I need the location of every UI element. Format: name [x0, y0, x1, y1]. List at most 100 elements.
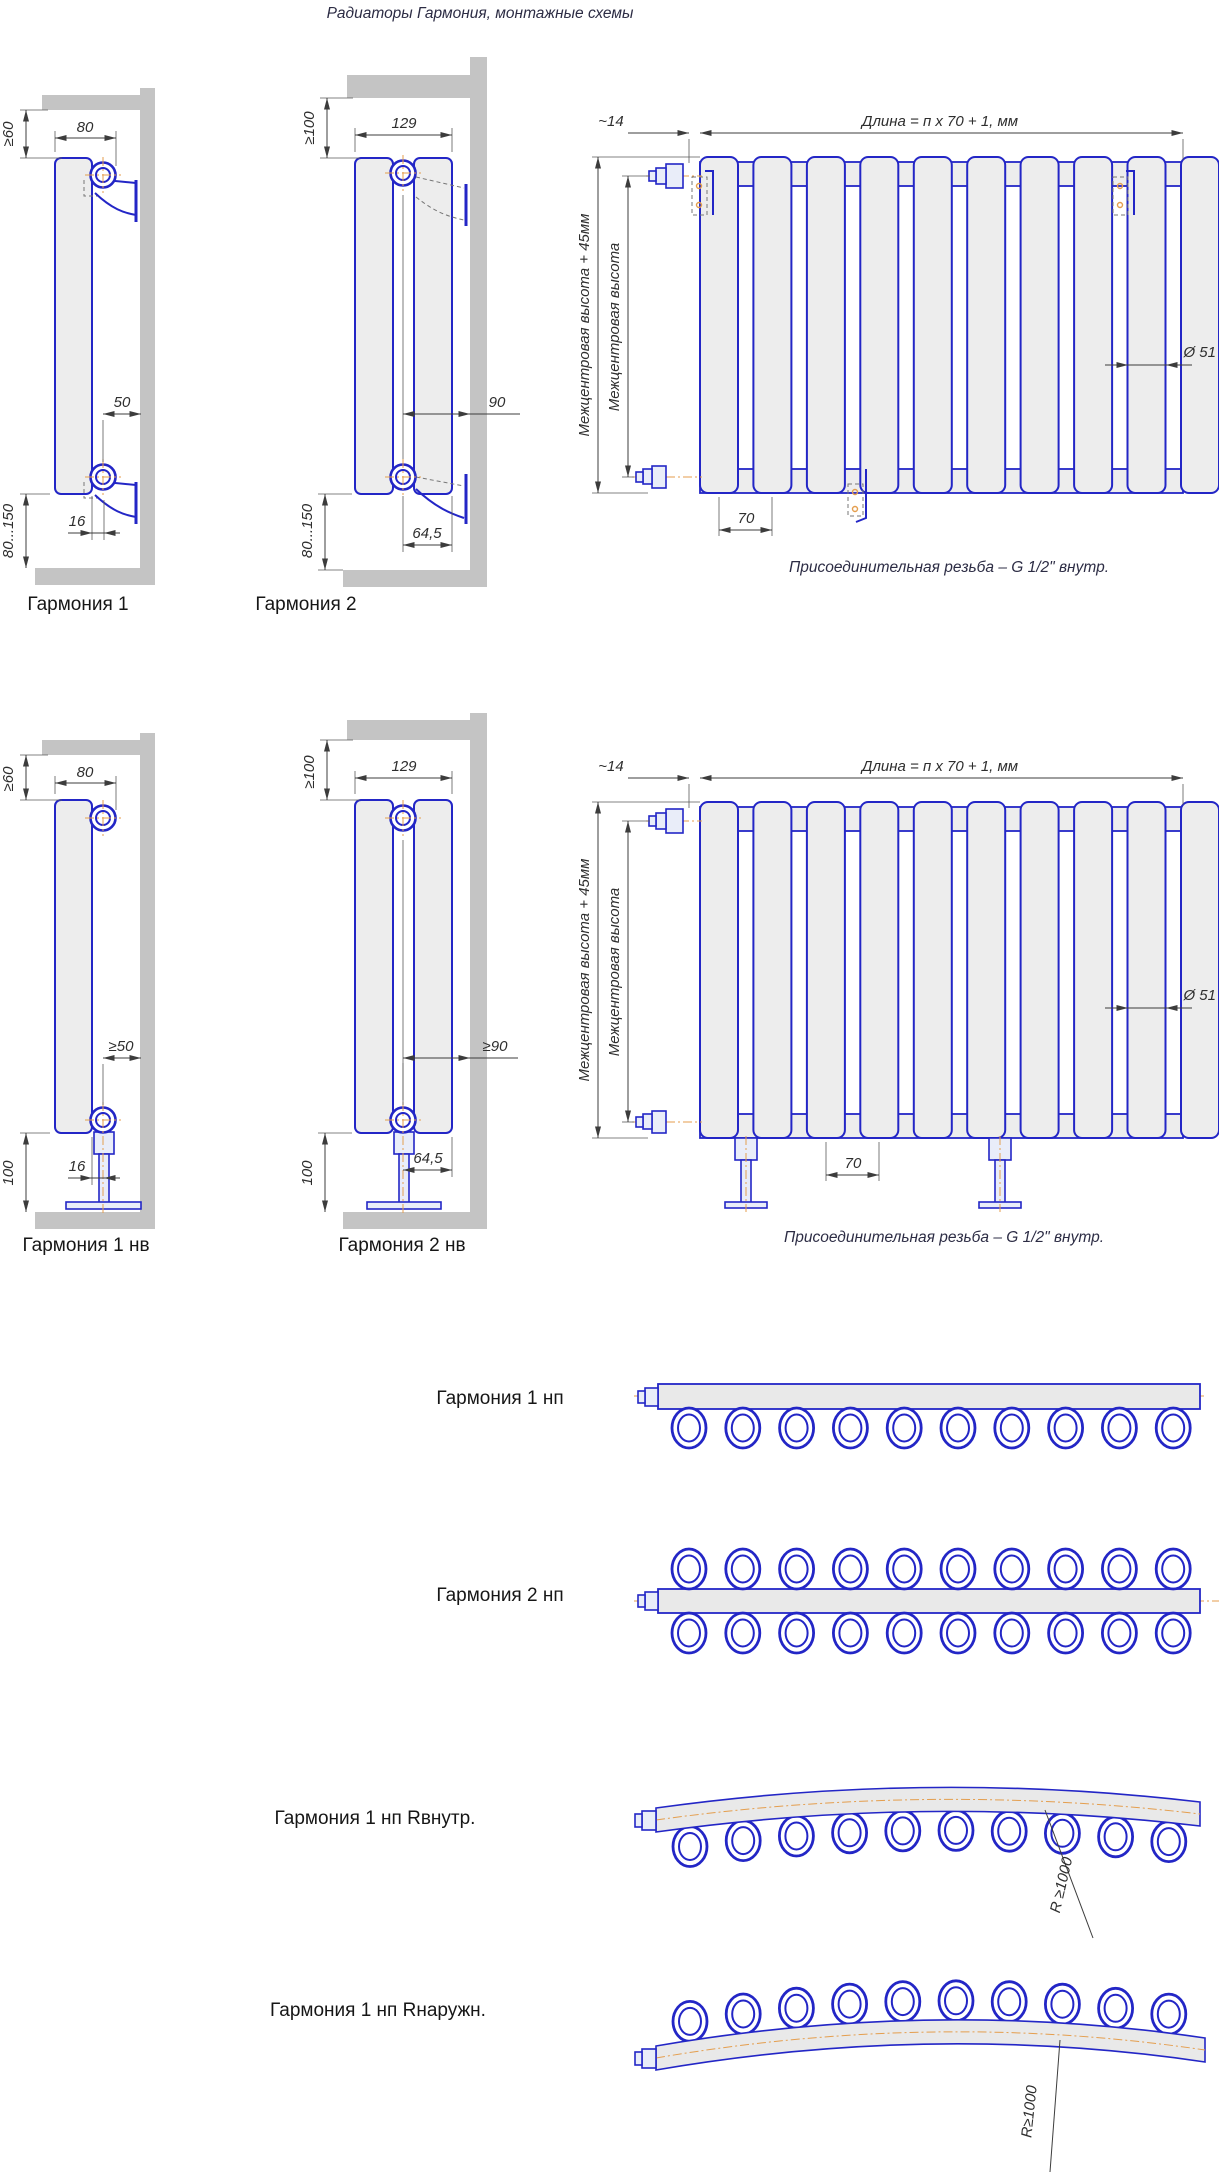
air-valve — [665, 163, 684, 189]
floor-leg — [978, 1136, 1022, 1212]
leg-base — [366, 1201, 442, 1210]
dim-pitch: 70 — [845, 1155, 862, 1172]
diagram-garmoniya-1-nv: ≥60 80 ≥50 16 100 Гармония 1 нв — [0, 733, 155, 1256]
radiator-panel-back — [413, 799, 453, 1134]
dim-height-center: Межцентровая высота — [606, 888, 623, 1057]
dim-tube-diameter: Ø 51 — [1182, 344, 1216, 361]
dim-end-gap: ~14 — [598, 758, 623, 775]
dim-depth: 80 — [77, 764, 94, 781]
collector-bar — [657, 1383, 1201, 1410]
dim-ceiling-gap: ≥60 — [0, 121, 17, 147]
air-valve — [665, 808, 684, 834]
dim-length-formula: Длина = п х 70 + 1, мм — [860, 113, 1018, 130]
tube-ring-group — [670, 1406, 1192, 1450]
diagram-np1-r-outer: Гармония 1 нп Rнаружн. R≥1000 — [270, 1979, 1206, 2173]
radiator-panel-front — [354, 799, 394, 1134]
radiator-panel — [54, 157, 93, 495]
wall — [140, 733, 155, 1229]
air-valve — [641, 1810, 657, 1831]
diagram-label: Гармония 2 — [255, 594, 356, 615]
floor — [35, 568, 155, 585]
dim-ceiling-gap: ≥60 — [0, 766, 17, 792]
air-valve — [641, 2048, 657, 2069]
wall — [470, 713, 487, 1229]
air-valve — [644, 1387, 659, 1407]
wall — [470, 57, 487, 587]
ceiling — [347, 75, 470, 98]
dim-length-formula: Длина = п х 70 + 1, мм — [860, 758, 1018, 775]
radiator-panel — [54, 799, 93, 1134]
dim-height-outer: Межцентровая высота + 45мм — [576, 214, 593, 437]
diagram-front-row1: ~14 Длина = п х 70 + 1, мм Межцентровая … — [576, 113, 1219, 576]
dim-depth: 80 — [77, 119, 94, 136]
dim-pitch: 70 — [738, 510, 755, 527]
diagram-label: Гармония 1 нп Rнаружн. — [270, 2000, 486, 2021]
curved-collector-bar — [655, 1786, 1201, 1833]
dim-ceiling-gap: ≥100 — [301, 755, 318, 789]
dim-bend-radius: R ≥1000 — [1047, 1855, 1076, 1915]
floor — [343, 570, 487, 587]
air-valve — [644, 1591, 659, 1611]
floor — [35, 1212, 155, 1229]
diagram-front-row2: ~14 Длина = п х 70 + 1, мм Межцентровая … — [576, 758, 1219, 1246]
diagram-garmoniya-2: ≥100 129 90 64,5 80...150 Гармония 2 — [255, 57, 520, 615]
drain-plug — [651, 1110, 667, 1134]
diagram-np1-r-inner: Гармония 1 нп Rвнутр. R ≥1000 — [275, 1786, 1201, 1939]
dim-ceiling-gap: ≥100 — [301, 111, 318, 145]
thread-note: Присоединительная резьба – G 1/2" внутр. — [789, 559, 1109, 576]
ceiling — [347, 720, 470, 740]
dim-end-gap: ~14 — [598, 113, 623, 130]
leg-tube — [98, 1153, 110, 1205]
wall-bracket — [1112, 170, 1135, 216]
wall — [140, 88, 155, 585]
dim-back-gap: 16 — [69, 513, 86, 530]
diagram-garmoniya-1: ≥60 80 50 16 80...150 Гармония 1 — [0, 88, 155, 615]
diagram-np2: Гармония 2 нп — [436, 1547, 1219, 1655]
dim-height-outer: Межцентровая высота + 45мм — [576, 859, 593, 1082]
floor-bracket — [847, 469, 867, 523]
dim-wall-offset: ≥90 — [483, 1038, 509, 1055]
dim-floor-gap: 80...150 — [299, 503, 316, 558]
tube-group — [699, 801, 1219, 1139]
floor — [343, 1212, 487, 1229]
diagram-garmoniya-2-nv: ≥100 129 ≥90 64,5 100 Гармония 2 нв — [299, 713, 518, 1256]
dim-wall-offset: ≥50 — [109, 1038, 135, 1055]
dim-leg-height: 100 — [299, 1160, 316, 1186]
diagram-label: Гармония 2 нп — [436, 1585, 563, 1606]
dim-bend-radius: R≥1000 — [1018, 2084, 1040, 2139]
leg-adapter — [393, 1131, 415, 1155]
radiator-panel-front — [354, 157, 394, 495]
curved-collector-bar — [655, 2019, 1206, 2071]
dim-depth: 129 — [391, 115, 417, 132]
floor-leg — [724, 1136, 768, 1212]
wall-bracket — [691, 170, 714, 216]
thread-note: Присоединительная резьба – G 1/2" внутр. — [784, 1229, 1104, 1246]
diagram-label: Гармония 1 — [27, 594, 128, 615]
diagram-label: Гармония 2 нв — [338, 1235, 465, 1256]
page-title: Радиаторы Гармония, монтажные схемы — [327, 5, 634, 22]
dim-wall-offset: 50 — [114, 394, 131, 411]
leg-adapter — [93, 1131, 115, 1155]
dim-tube-diameter: Ø 51 — [1182, 987, 1216, 1004]
tube-ring-group — [670, 1547, 1192, 1655]
dim-height-center: Межцентровая высота — [606, 243, 623, 412]
diagram-label: Гармония 1 нп Rвнутр. — [275, 1808, 476, 1829]
drain-plug — [651, 465, 667, 489]
dim-leg-height: 100 — [0, 1160, 17, 1186]
radiator-panel-back — [413, 157, 453, 495]
dim-bottom-offset: 64,5 — [413, 1150, 443, 1167]
diagram-label: Гармония 1 нп — [436, 1388, 563, 1409]
dim-wall-offset: 90 — [489, 394, 506, 411]
dim-depth: 129 — [391, 758, 417, 775]
ceiling — [42, 740, 140, 755]
dim-bottom-offset: 64,5 — [412, 525, 442, 542]
collector-bar — [657, 1588, 1201, 1614]
dim-floor-gap: 80...150 — [0, 503, 17, 558]
ceiling — [42, 95, 140, 110]
leg-tube — [398, 1153, 410, 1205]
dim-back-gap: 16 — [69, 1158, 86, 1175]
tube-group — [699, 156, 1219, 494]
diagram-np1: Гармония 1 нп — [436, 1383, 1206, 1450]
diagram-label: Гармония 1 нв — [22, 1235, 149, 1256]
